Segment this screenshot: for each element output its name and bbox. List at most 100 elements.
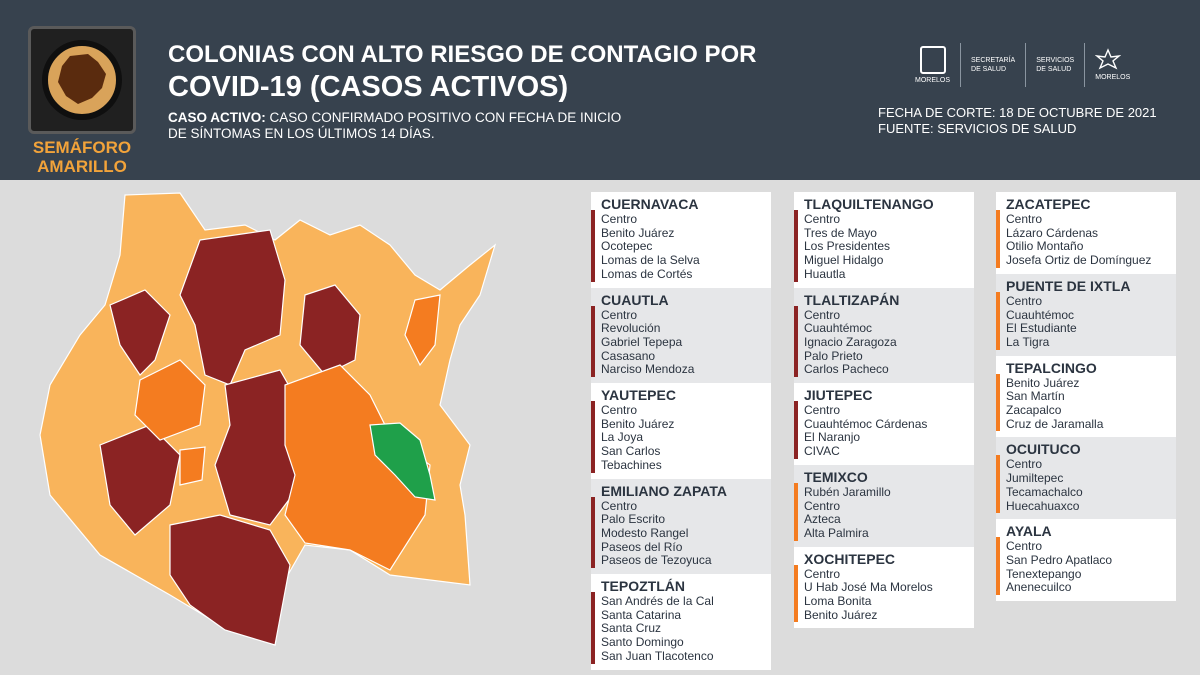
colonia-item: Cuauhtémoc Cárdenas [804,416,928,431]
municipality-card: CUERNAVACA Centro Benito Juárez Ocotepec… [591,192,771,288]
colonia-item: Benito Juárez [601,225,675,240]
logos-bar: MORELOS SECRETARÍA DE SALUD SERVICIOS DE… [905,40,1175,90]
colonia-item: Cuauhtémoc [804,321,873,336]
municipality-card: ZACATEPEC Centro Lázaro Cárdenas Otilio … [996,192,1176,274]
map-region-maroon [109,289,171,376]
municipality-name: JIUTEPEC [804,387,873,404]
colonia-item: Ocotepec [601,239,653,254]
logo-secretaria-line2: DE SALUD [971,66,1007,73]
column-3: ZACATEPEC Centro Lázaro Cárdenas Otilio … [996,192,1176,602]
municipality-name: PUENTE DE IXTLA [1006,277,1131,294]
colonia-item: Otilio Montaño [1006,239,1084,254]
colonia-item: Centro [601,212,638,226]
municipality-name: XOCHITEPEC [804,550,896,567]
municipality-card: TLALTIZAPÁN Centro Cuauhtémoc Ignacio Za… [794,287,974,384]
map-region-maroon [179,229,286,386]
map-region-maroon [299,284,361,376]
colonia-item: El Estudiante [1006,321,1077,336]
map-region-orange [404,294,441,367]
caso-label: CASO ACTIVO: [168,110,266,125]
municipality-name: TEMIXCO [804,468,868,485]
colonia-item: Centro [804,566,841,581]
colonia-item: Cruz de Jaramalla [1006,416,1104,431]
semaforo-frame [28,26,136,134]
colonia-item: Zacapalco [1006,403,1062,418]
colonia-item: Paseos de Tezoyuca [601,553,712,568]
municipality-card: TEPALCINGO Benito Juárez San Martín Zaca… [996,355,1176,438]
municipality-card: YAUTEPEC Centro Benito Juárez La Joya Sa… [591,383,771,479]
municipality-name: TLALTIZAPÁN [804,291,900,308]
colonia-item: Anenecuilco [1006,580,1072,595]
colonia-item: Loma Bonita [804,594,872,609]
colonia-item: Palo Escrito [601,512,666,527]
colonia-item: Huecahuaxco [1006,498,1080,513]
flower-logo-icon [1094,48,1122,70]
colonia-item: Lomas de Cortés [601,266,693,281]
municipality-name: TEPALCINGO [1006,359,1097,376]
page-title: COLONIAS CON ALTO RIESGO DE CONTAGIO POR… [168,40,848,104]
municipality-name: OCUITUCO [1006,441,1081,458]
colonia-item: San Juan Tlacotenco [601,648,714,663]
colonia-item: Tebachines [601,457,662,472]
colonia-item: Tecamachalco [1006,484,1083,499]
caso-text: CASO CONFIRMADO POSITIVO CON FECHA DE IN… [168,110,622,141]
semaforo-light [42,40,122,120]
semaforo-label: SEMÁFORO AMARILLO [18,138,146,176]
municipality-name: EMILIANO ZAPATA [601,482,727,499]
colonia-item: San Carlos [601,444,661,459]
colonia-item: Palo Prieto [804,348,863,363]
colonia-item: Revolución [601,321,661,336]
colonia-item: Centro [1006,212,1043,226]
logo-morelos-text: MORELOS [915,76,951,84]
municipality-card: EMILIANO ZAPATA Centro Palo Escrito Mode… [591,478,771,575]
colonia-item: CIVAC [804,444,840,459]
colonia-item: Santa Cruz [601,621,662,636]
semaforo-line2: AMARILLO [37,157,127,176]
column-1: CUERNAVACA Centro Benito Juárez Ocotepec… [591,192,771,670]
colonia-item: Centro [804,498,841,513]
municipality-card: CUAUTLA Centro Revolución Gabriel Tepepa… [591,287,771,384]
colonia-item: Lomas de la Selva [601,253,700,268]
colonia-item: Centro [804,212,841,226]
municipality-card: PUENTE DE IXTLA Centro Cuauhtémoc El Est… [996,273,1176,356]
map-region-maroon [169,514,291,646]
fuente: FUENTE: SERVICIOS DE SALUD [878,121,1077,136]
colonia-item: Santo Domingo [601,635,684,650]
colonia-item: Rubén Jaramillo [804,484,891,499]
colonia-item: Benito Juárez [804,607,878,622]
colonia-item: San Martín [1006,389,1065,404]
header: SEMÁFORO AMARILLO COLONIAS CON ALTO RIES… [0,0,1200,180]
colonia-item: Tenextepango [1006,566,1082,581]
municipality-card: TEMIXCO Rubén Jaramillo Centro Azteca Al… [794,464,974,547]
date-source: FECHA DE CORTE: 18 DE OCTUBRE DE 2021 FU… [878,105,1178,137]
map-region-orange [284,364,431,571]
logo-secretaria-line1: SECRETARÍA [971,57,1016,64]
colonia-item: Miguel Hidalgo [804,253,884,268]
colonia-item: Benito Juárez [1006,375,1080,390]
colonia-item: Paseos del Río [601,539,683,554]
morelos-map-icon [58,54,106,104]
logo-divider [1084,43,1086,87]
map-region-orange [179,446,206,486]
caso-activo-definition: CASO ACTIVO: CASO CONFIRMADO POSITIVO CO… [168,110,638,142]
colonia-item: Josefa Ortiz de Domínguez [1006,253,1152,268]
logo-modelos: MORELOS [1085,48,1140,82]
municipality-name: TEPOZTLÁN [601,578,685,595]
morelos-emblem-icon [919,45,946,74]
colonia-item: Narciso Mendoza [601,362,695,377]
municipality-card: TEPOZTLÁN San Andrés de la Cal Santa Cat… [591,574,771,670]
map-region-orange [134,359,206,441]
colonia-item: Centro [804,307,841,322]
colonia-item: Lázaro Cárdenas [1006,225,1099,240]
colonia-item: Centro [804,403,841,418]
municipality-card: TLAQUILTENANGO Centro Tres de Mayo Los P… [794,192,974,288]
colonia-item: San Pedro Apatlaco [1006,552,1113,567]
semaforo-line1: SEMÁFORO [32,138,132,157]
municipality-card: OCUITUCO Centro Jumiltepec Tecamachalco … [996,437,1176,520]
colonia-item: Centro [601,498,638,513]
semaforo-badge: SEMÁFORO AMARILLO [28,26,136,176]
colonia-item: Carlos Pacheco [804,362,889,377]
colonia-item: La Joya [601,430,644,445]
logo-servicios: SERVICIOS DE SALUD [1026,56,1084,74]
logo-divider [1025,43,1027,87]
